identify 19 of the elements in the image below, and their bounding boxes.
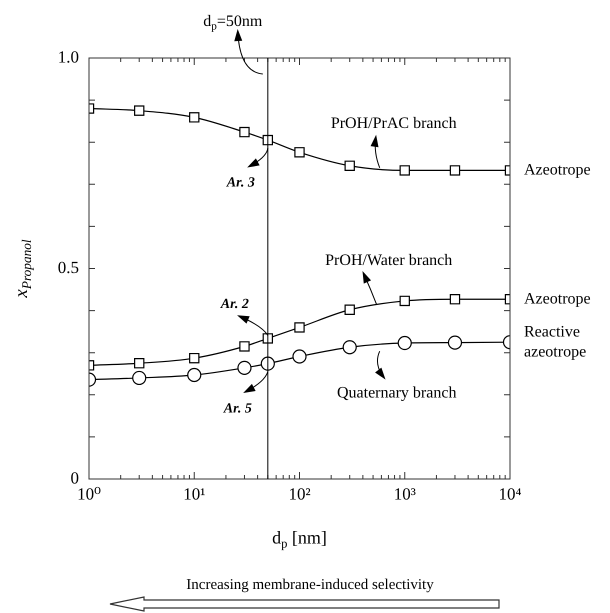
- y-tick-label: 0.5: [58, 258, 79, 277]
- x-tick-label: 10³: [394, 484, 416, 504]
- x-tick-label: 10⁴: [498, 484, 522, 504]
- annotation: Ar. 2: [220, 296, 249, 312]
- x-tick-label: 10⁰: [77, 484, 102, 504]
- annotation: PrOH/PrAC branch: [330, 114, 457, 132]
- annotation: Reactive azeotrope: [524, 323, 586, 360]
- x-tick-label: 10²: [288, 484, 311, 504]
- annotation: PrOH/Water branch: [325, 252, 452, 269]
- x-tick-label: 10¹: [183, 484, 206, 504]
- annotation: Ar. 5: [222, 401, 252, 416]
- y-tick-label: 1.0: [58, 47, 79, 66]
- y-axis-title: xPropanol: [11, 239, 34, 299]
- annotation: Azeotrope: [524, 162, 591, 179]
- annotation: Ar. 3: [226, 176, 255, 191]
- y-tick-label: 0: [70, 468, 79, 488]
- text: Increasing membrane-induced selectivity: [186, 576, 434, 593]
- annotation: Azeotrope: [524, 290, 591, 308]
- annotation: Quaternary branch: [336, 384, 456, 402]
